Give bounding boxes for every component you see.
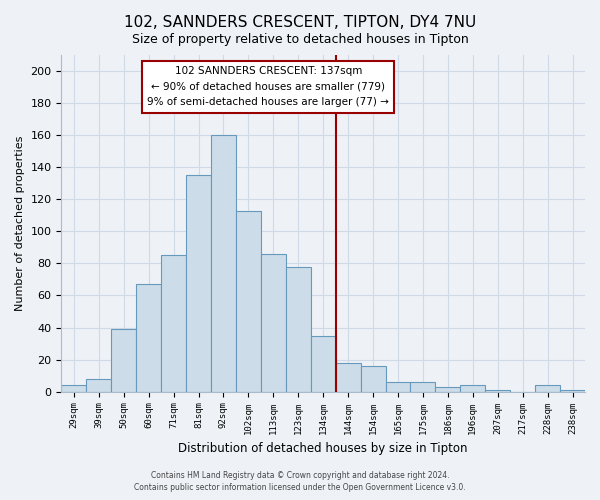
Bar <box>111 329 136 392</box>
Bar <box>261 254 286 392</box>
Bar <box>460 386 485 392</box>
Bar <box>335 363 361 392</box>
Bar <box>136 284 161 392</box>
Bar <box>410 382 436 392</box>
Text: Contains HM Land Registry data © Crown copyright and database right 2024.
Contai: Contains HM Land Registry data © Crown c… <box>134 471 466 492</box>
Bar <box>361 366 386 392</box>
Bar <box>311 336 335 392</box>
Y-axis label: Number of detached properties: Number of detached properties <box>15 136 25 311</box>
Bar <box>286 266 311 392</box>
Text: 102, SANNDERS CRESCENT, TIPTON, DY4 7NU: 102, SANNDERS CRESCENT, TIPTON, DY4 7NU <box>124 15 476 30</box>
Bar <box>436 387 460 392</box>
Bar <box>386 382 410 392</box>
Bar <box>535 386 560 392</box>
Bar <box>211 135 236 392</box>
Text: 102 SANNDERS CRESCENT: 137sqm
← 90% of detached houses are smaller (779)
9% of s: 102 SANNDERS CRESCENT: 137sqm ← 90% of d… <box>148 66 389 108</box>
Bar <box>61 386 86 392</box>
X-axis label: Distribution of detached houses by size in Tipton: Distribution of detached houses by size … <box>178 442 468 455</box>
Bar <box>485 390 510 392</box>
Bar <box>560 390 585 392</box>
Bar <box>161 256 186 392</box>
Bar <box>186 175 211 392</box>
Bar <box>86 379 111 392</box>
Bar <box>236 210 261 392</box>
Text: Size of property relative to detached houses in Tipton: Size of property relative to detached ho… <box>131 32 469 46</box>
